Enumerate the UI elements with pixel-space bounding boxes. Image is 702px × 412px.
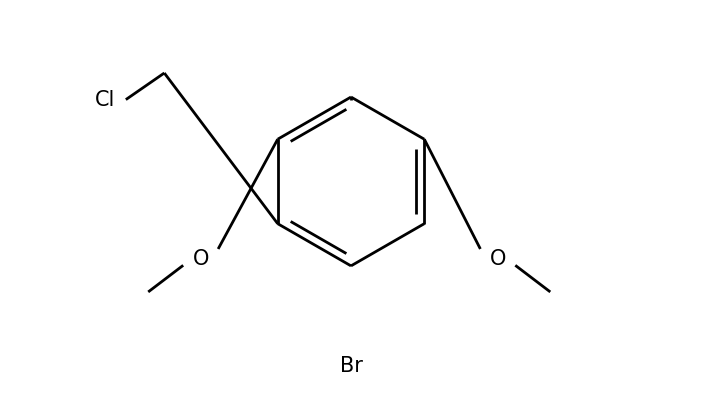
Text: O: O — [192, 249, 209, 269]
Text: Cl: Cl — [95, 89, 115, 110]
Text: O: O — [490, 249, 506, 269]
Text: Br: Br — [340, 356, 362, 377]
